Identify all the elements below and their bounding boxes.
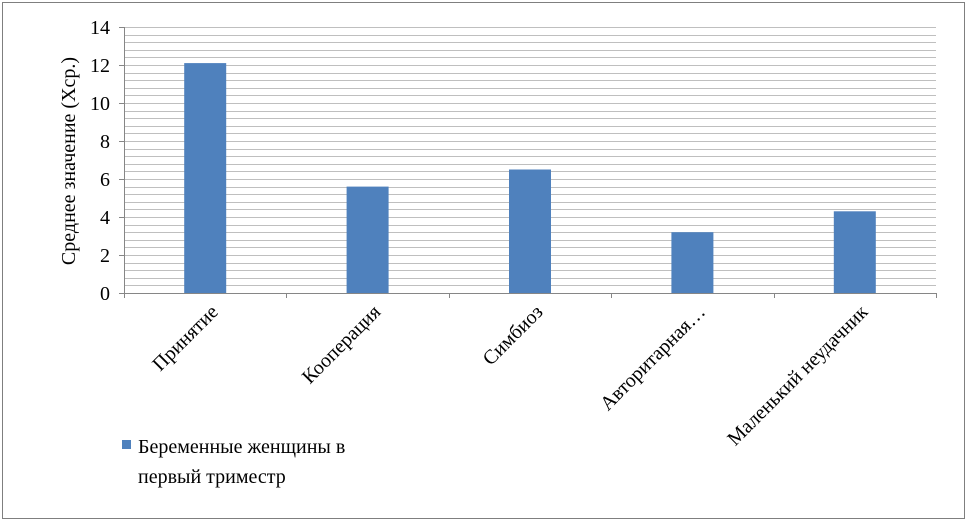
bar: [184, 63, 227, 293]
x-tick-label: Авторитарная…: [596, 301, 710, 415]
bar: [346, 186, 389, 293]
y-tick-label: 2: [100, 245, 110, 267]
legend: Беременные женщины в первый триместр: [122, 432, 392, 492]
y-tick-label: 6: [100, 169, 110, 191]
y-tick-label: 10: [90, 93, 110, 115]
legend-label: Беременные женщины в первый триместр: [138, 436, 346, 488]
legend-swatch: [122, 440, 131, 449]
x-tick-labels: Принятие Кооперация Симбиоз Авторитарная… Ма…: [124, 293, 937, 450]
x-tick-label: Симбиоз: [479, 301, 548, 370]
bar: [509, 169, 551, 293]
bar: [833, 211, 876, 293]
y-tick-label: 8: [100, 131, 110, 153]
x-tick-label: Маленький неудачник: [723, 301, 872, 450]
y-tick-labels: 0 2 4 6 8 10 12 14: [90, 17, 124, 305]
axes: [124, 27, 936, 294]
y-tick-label: 4: [100, 207, 110, 229]
y-axis-label: Среднее значение (Хср.): [58, 57, 80, 265]
bars: [184, 63, 876, 293]
x-tick-label: Принятие: [148, 301, 223, 376]
y-tick-label: 0: [100, 283, 110, 305]
y-tick-label: 12: [90, 55, 110, 77]
x-tick-label: Кооперация: [298, 301, 385, 388]
bar: [671, 232, 714, 293]
y-tick-label: 14: [90, 17, 110, 39]
